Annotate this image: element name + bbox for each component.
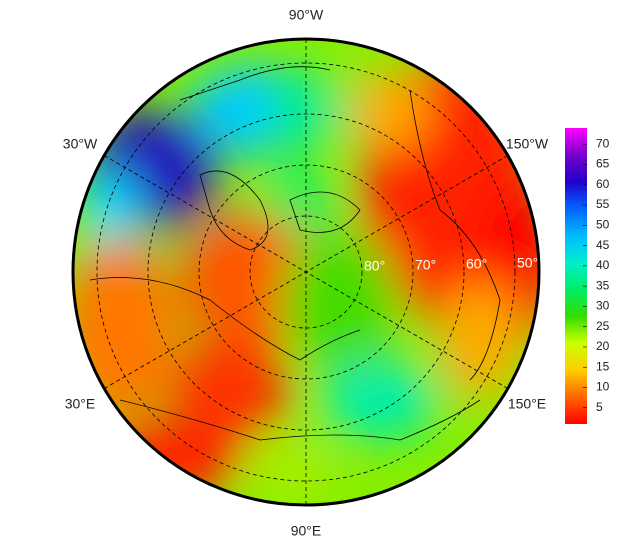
colorbar-tick-label: 35 — [596, 278, 610, 292]
colorbar-tick-label: 40 — [596, 258, 610, 272]
latitude-circle — [147, 113, 465, 431]
colorbar-tick-label: 20 — [596, 339, 610, 353]
colorbar-tick-label: 45 — [596, 238, 610, 252]
field — [73, 39, 539, 505]
colorbar-tick-label: 65 — [596, 157, 610, 171]
colorbar-tick-label: 5 — [596, 400, 603, 414]
labels: 90°W 30°W 150°W 30°E 150°E 90°E 80° 70° 60° 50° — [63, 7, 549, 539]
latitude-circle — [96, 62, 516, 482]
latitude-circle — [249, 215, 363, 329]
latitude-label: 70° — [415, 257, 436, 273]
colorbar-tick-label: 25 — [596, 319, 610, 333]
map-border — [71, 37, 541, 507]
coastlines — [89, 66, 501, 441]
meridian-label: 90°W — [289, 7, 324, 23]
colorbar-tick-label: 50 — [596, 217, 610, 231]
colorbar: 5 10 15 20 25 30 35 40 45 50 55 60 65 70 — [565, 128, 610, 424]
latitude-label: 60° — [466, 256, 487, 272]
latitude-label: 80° — [364, 258, 385, 274]
colorbar-tick-label: 30 — [596, 299, 610, 313]
latitude-label: 50° — [517, 255, 538, 271]
latitude-circle — [198, 164, 414, 380]
colorbar-scale — [565, 128, 587, 424]
colorbar-tick-label: 10 — [596, 380, 610, 394]
meridian-label: 30°E — [65, 396, 96, 412]
meridian-label: 30°W — [63, 136, 98, 152]
colorbar-tick-label: 15 — [596, 359, 610, 373]
meridian-label: 90°E — [291, 523, 322, 539]
colorbar-tick-label: 70 — [596, 136, 610, 150]
graticule — [96, 39, 516, 505]
colorbar-tick-label: 60 — [596, 177, 610, 191]
meridian-label: 150°W — [506, 136, 549, 152]
meridian — [104, 155, 508, 389]
colorbar-tick-label: 55 — [596, 197, 610, 211]
meridian-label: 150°E — [508, 396, 546, 412]
